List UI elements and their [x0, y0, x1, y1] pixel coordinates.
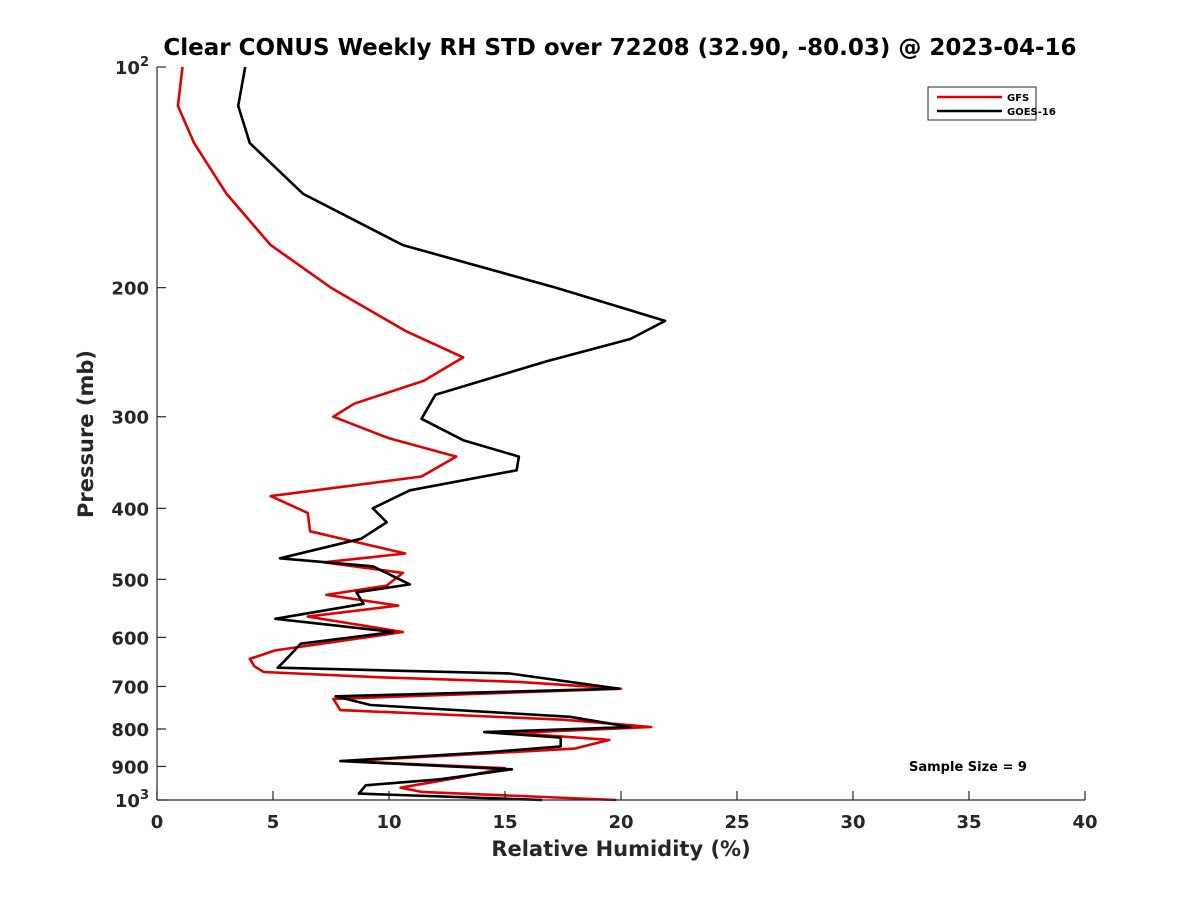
legend-box — [927, 86, 1037, 121]
y-axis-label: Pressure (mb) — [74, 350, 98, 518]
y-tick-label: 103 — [115, 788, 149, 812]
y-tick-label: 700 — [111, 677, 149, 698]
legend-label-goes-16: GOES-16 — [1007, 107, 1056, 118]
x-tick-label: 25 — [724, 812, 749, 833]
y-tick-label: 900 — [111, 757, 149, 778]
y-tick-label: 200 — [111, 279, 149, 300]
x-tick-label: 40 — [1072, 812, 1097, 833]
y-tick-label: 300 — [111, 408, 149, 429]
series-line-gfs — [176, 66, 653, 802]
series-line-goes-16 — [236, 66, 667, 802]
legend: GFS GOES-16 — [927, 86, 1056, 121]
y-tick-label: 600 — [111, 628, 149, 649]
series-layer — [176, 66, 667, 802]
x-ticks: 0 5 10 15 20 25 30 35 40 — [151, 791, 1098, 833]
y-ticks: 102 200 300 400 500 600 700 800 900 103 — [111, 55, 166, 812]
legend-label-gfs: GFS — [1007, 93, 1029, 104]
x-tick-label: 5 — [267, 812, 280, 833]
x-tick-label: 30 — [840, 812, 865, 833]
x-tick-label: 10 — [376, 812, 401, 833]
y-tick-label: 800 — [111, 720, 149, 741]
x-axis-label: Relative Humidity (%) — [491, 837, 750, 861]
x-tick-label: 20 — [608, 812, 633, 833]
sample-size-annotation: Sample Size = 9 — [909, 760, 1027, 775]
x-tick-label: 0 — [151, 812, 164, 833]
chart-title: Clear CONUS Weekly RH STD over 72208 (32… — [163, 35, 1076, 61]
x-tick-label: 35 — [956, 812, 981, 833]
plot-frame — [157, 67, 1085, 800]
x-tick-label: 15 — [492, 812, 517, 833]
y-tick-label: 400 — [111, 499, 149, 520]
y-tick-label: 500 — [111, 570, 149, 591]
y-tick-label: 102 — [115, 55, 149, 79]
